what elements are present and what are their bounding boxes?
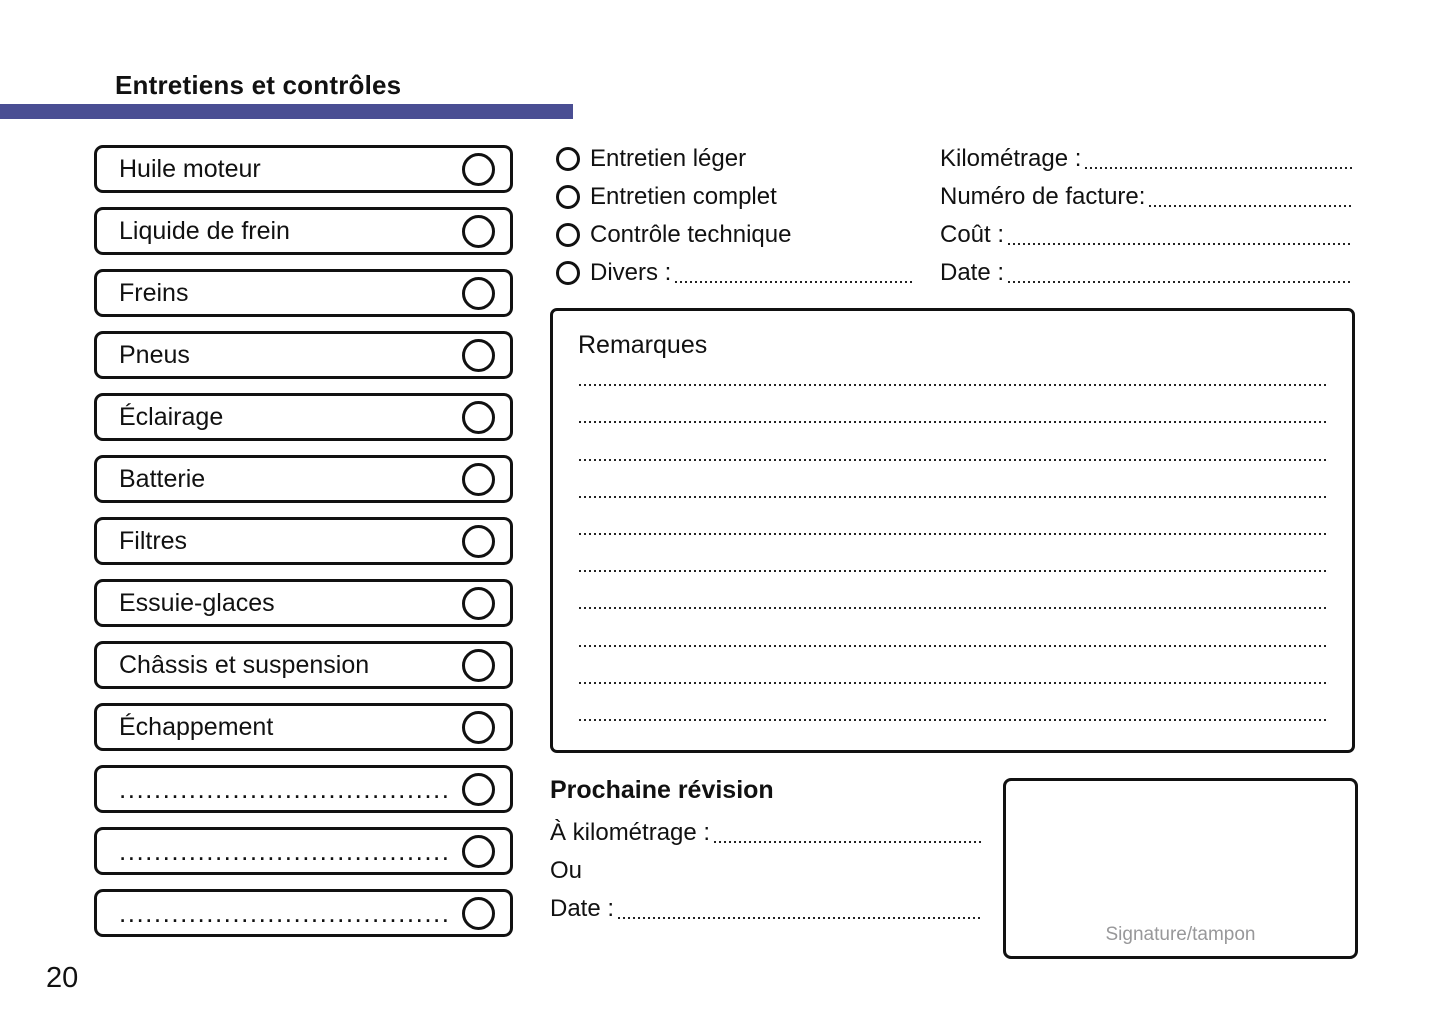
- checklist-item: Filtres: [94, 517, 513, 565]
- checklist-item-label: Filtres: [119, 527, 188, 555]
- maintenance-checklist: Huile moteur Liquide de frein Freins Pneus É…: [94, 145, 513, 951]
- checklist-write-in-line[interactable]: ......................................: [119, 774, 451, 804]
- record-field: Kilométrage :: [940, 140, 1355, 178]
- record-field-write-in-line[interactable]: [1008, 243, 1353, 245]
- remarks-write-in-line[interactable]: [579, 498, 1326, 536]
- remarks-write-in-line[interactable]: [579, 684, 1326, 722]
- next-service-write-in-line[interactable]: [618, 917, 981, 919]
- checklist-item-label: Freins: [119, 279, 189, 307]
- checklist-item-label: Pneus: [119, 341, 190, 369]
- checklist-item: Châssis et suspension: [94, 641, 513, 689]
- checklist-item-label: Batterie: [119, 465, 206, 493]
- record-field-label: Kilométrage :: [940, 145, 1082, 172]
- remarks-write-in-area: [579, 349, 1326, 722]
- remarks-write-in-line[interactable]: [579, 535, 1326, 573]
- radio-circle[interactable]: [556, 147, 580, 171]
- remarks-write-in-line[interactable]: [579, 647, 1326, 684]
- radio-circle[interactable]: [556, 261, 580, 285]
- signature-hint-label: Signature/tampon: [1105, 924, 1256, 945]
- remarks-box: Remarques: [550, 308, 1355, 753]
- checklist-item: Batterie: [94, 455, 513, 503]
- checklist-item-label: Échappement: [119, 713, 274, 741]
- title-accent-bar: [0, 104, 573, 119]
- checklist-item: Freins: [94, 269, 513, 317]
- remarks-write-in-line[interactable]: [579, 461, 1326, 498]
- radio-circle[interactable]: [556, 185, 580, 209]
- next-service-row: À kilométrage :: [550, 814, 983, 852]
- service-type-option: Entretien léger: [556, 140, 916, 178]
- checklist-item: ......................................: [94, 889, 513, 937]
- page-number: 20: [46, 962, 79, 994]
- check-circle[interactable]: [462, 772, 495, 806]
- check-circle[interactable]: [462, 152, 495, 186]
- check-circle[interactable]: [462, 462, 495, 496]
- check-circle[interactable]: [462, 834, 495, 868]
- remarks-write-in-line[interactable]: [579, 572, 1326, 610]
- record-field: Coût :: [940, 216, 1355, 254]
- remarks-write-in-line[interactable]: [579, 423, 1326, 461]
- check-circle[interactable]: [462, 648, 495, 682]
- checklist-item: Huile moteur: [94, 145, 513, 193]
- checklist-item: Éclairage: [94, 393, 513, 441]
- service-type-label: Contrôle technique: [590, 221, 792, 248]
- checklist-item-label: Éclairage: [119, 403, 224, 431]
- next-service-write-in-line[interactable]: [714, 841, 981, 843]
- next-service-row: Date :: [550, 890, 983, 928]
- next-service-section: Prochaine révision À kilométrage : Ou Date…: [550, 776, 983, 928]
- check-circle[interactable]: [462, 896, 495, 930]
- checklist-item: ......................................: [94, 765, 513, 813]
- check-circle[interactable]: [462, 586, 495, 620]
- check-circle[interactable]: [462, 524, 495, 558]
- checklist-item: ......................................: [94, 827, 513, 875]
- record-field-write-in-line[interactable]: [1008, 281, 1353, 283]
- check-circle[interactable]: [462, 338, 495, 372]
- service-type-label: Entretien complet: [590, 183, 777, 210]
- remarks-write-in-line[interactable]: [579, 349, 1326, 387]
- checklist-item: Essuie-glaces: [94, 579, 513, 627]
- service-type-label: Entretien léger: [590, 145, 747, 172]
- record-field: Date :: [940, 254, 1355, 292]
- next-service-label: À kilométrage :: [550, 819, 711, 846]
- divers-write-in-line[interactable]: [675, 281, 914, 283]
- remarks-write-in-line[interactable]: [579, 609, 1326, 647]
- radio-circle[interactable]: [556, 223, 580, 247]
- record-field-write-in-line[interactable]: [1085, 167, 1353, 169]
- check-circle[interactable]: [462, 214, 495, 248]
- record-field-write-in-line[interactable]: [1149, 205, 1353, 207]
- checklist-item-label: Essuie-glaces: [119, 589, 275, 617]
- next-service-label: Date :: [550, 895, 615, 922]
- checklist-item-label: Huile moteur: [119, 155, 261, 183]
- record-field-label: Numéro de facture:: [940, 183, 1146, 210]
- service-record-fields: Kilométrage : Numéro de facture: Coût : Dat…: [940, 140, 1355, 292]
- check-circle[interactable]: [462, 400, 495, 434]
- checklist-item-label: Liquide de frein: [119, 217, 290, 245]
- page-title: Entretiens et contrôles: [115, 70, 402, 100]
- next-service-title: Prochaine révision: [550, 776, 774, 804]
- service-type-option: Contrôle technique: [556, 216, 916, 254]
- record-field: Numéro de facture:: [940, 178, 1355, 216]
- checklist-item: Échappement: [94, 703, 513, 751]
- service-type-option: Entretien complet: [556, 178, 916, 216]
- checklist-item: Liquide de frein: [94, 207, 513, 255]
- remarks-title: Remarques: [578, 331, 708, 359]
- service-type-label: Divers :: [590, 259, 672, 286]
- next-service-row: Ou: [550, 852, 983, 890]
- record-field-label: Date :: [940, 259, 1005, 286]
- check-circle[interactable]: [462, 710, 495, 744]
- next-service-label: Ou: [550, 857, 583, 884]
- checklist-item: Pneus: [94, 331, 513, 379]
- signature-box[interactable]: Signature/tampon: [1003, 778, 1358, 959]
- checklist-item-label: Châssis et suspension: [119, 651, 370, 679]
- checklist-write-in-line[interactable]: ......................................: [119, 898, 451, 928]
- service-type-options: Entretien léger Entretien complet Contrôle…: [556, 140, 916, 292]
- check-circle[interactable]: [462, 276, 495, 310]
- service-type-option: Divers :: [556, 254, 916, 292]
- checklist-write-in-line[interactable]: ......................................: [119, 836, 451, 866]
- record-field-label: Coût :: [940, 221, 1005, 248]
- remarks-write-in-line[interactable]: [579, 386, 1326, 424]
